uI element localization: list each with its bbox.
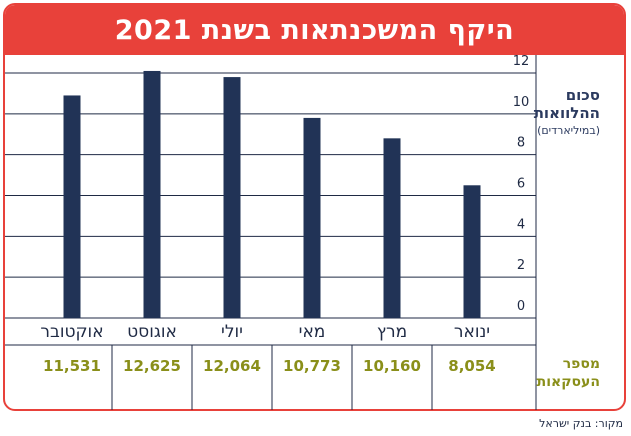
deal-value: 8,054 [448, 357, 495, 375]
category-labels: ינואר מרץ מאי יולי אוגוסט אוקטובר [40, 322, 490, 410]
deal-value: 12,625 [123, 357, 181, 375]
axis-labels: סכום ההלוואות (במיליארדים) מספר העסקאות [534, 86, 600, 390]
y-ticks: 0 2 4 6 8 10 12 [513, 54, 530, 314]
category-label: אוגוסט [127, 322, 177, 342]
deals-label-line2: העסקאות [537, 374, 600, 390]
deal-value: 11,531 [43, 357, 101, 375]
bar [63, 95, 81, 318]
bar [303, 117, 321, 319]
y-tick-label: 6 [517, 177, 525, 192]
y-tick-label: 8 [517, 136, 525, 151]
deal-values: 8,054 10,160 10,773 12,064 12,625 11,531 [43, 357, 496, 375]
bar [223, 77, 241, 318]
title-bar: היקף המשכנתאות בשנת 2021 [5, 5, 624, 55]
y-axis-label-line1: סכום [566, 86, 600, 104]
bar [463, 185, 481, 318]
deals-label-line1: מספר [563, 356, 600, 372]
category-label: יולי [221, 322, 243, 342]
category-label: מרץ [377, 322, 407, 342]
y-axis-label-line2: ההלוואות [534, 104, 600, 122]
bars [63, 70, 481, 319]
deal-value: 10,773 [283, 357, 341, 375]
deal-value: 10,160 [363, 357, 421, 375]
y-tick-label: 2 [517, 258, 525, 273]
category-label: אוקטובר [40, 322, 103, 342]
deal-value: 12,064 [203, 357, 261, 375]
chart-title: היקף המשכנתאות בשנת 2021 [114, 14, 515, 46]
bar [383, 138, 401, 318]
chart-frame: היקף המשכנתאות בשנת 2021 [3, 3, 626, 411]
y-tick-label: 4 [517, 217, 525, 232]
y-axis-sublabel: (במיליארדים) [537, 124, 600, 137]
source-note: מקור: בנק ישראל [539, 417, 623, 430]
category-label: ינואר [454, 322, 490, 342]
y-tick-label: 10 [513, 95, 530, 110]
category-label: מאי [299, 322, 326, 342]
y-tick-label: 0 [517, 299, 525, 314]
grid-lines [5, 55, 537, 410]
bar [143, 70, 161, 318]
y-tick-label: 12 [513, 54, 530, 69]
